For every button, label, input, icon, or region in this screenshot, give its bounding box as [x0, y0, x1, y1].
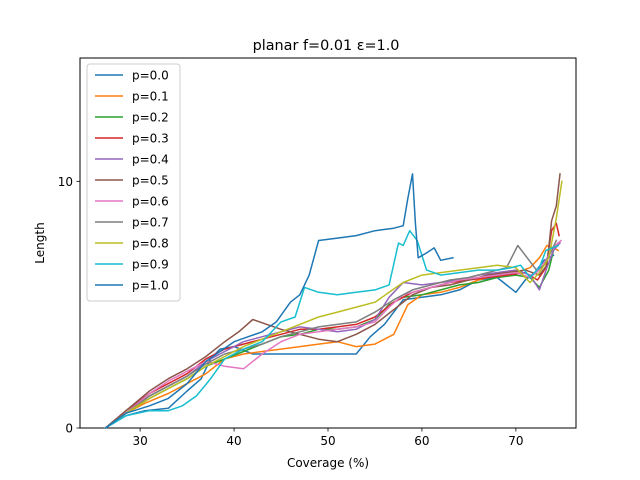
y-tick-label: 0 [65, 422, 73, 436]
x-tick-label: 70 [508, 434, 523, 448]
legend-label: p=0.2 [132, 110, 169, 124]
y-axis-label: Length [33, 222, 47, 263]
legend-label: p=0.0 [132, 68, 169, 82]
legend-label: p=0.8 [132, 236, 169, 250]
y-tick-label: 10 [58, 175, 73, 189]
series-line-p=0.9 [104, 229, 560, 430]
legend: p=0.0 p=0.1 p=0.2 p=0.3 p=0.4 p=0.5 p=0.6 p=0.7… [86, 63, 181, 302]
series-line-p=0.5 [104, 173, 561, 430]
legend-label: p=0.6 [132, 194, 169, 208]
series-lines [104, 173, 563, 430]
legend-label: p=0.3 [132, 131, 169, 145]
x-axis: 30 40 50 60 70 [132, 428, 524, 448]
x-tick-label: 60 [414, 434, 429, 448]
series-line-p=0.7 [104, 239, 558, 430]
x-tick-label: 50 [320, 434, 335, 448]
y-axis: 0 10 [58, 175, 80, 436]
legend-label: p=0.7 [132, 215, 169, 229]
x-tick-label: 30 [132, 434, 147, 448]
plot-area [79, 57, 577, 430]
chart-title: planar f=0.01 ε=1.0 [253, 38, 400, 54]
legend-label: p=0.1 [132, 89, 169, 103]
legend-box [86, 63, 181, 302]
legend-label: p=0.4 [132, 152, 169, 166]
legend-label: p=0.9 [132, 257, 169, 271]
x-axis-label: Coverage (%) [287, 456, 369, 470]
series-line-p=0.0 [104, 254, 555, 430]
x-tick-label: 40 [226, 434, 241, 448]
legend-label: p=1.0 [132, 278, 169, 292]
legend-label: p=0.5 [132, 173, 169, 187]
series-line-p=1.0 [104, 173, 454, 430]
